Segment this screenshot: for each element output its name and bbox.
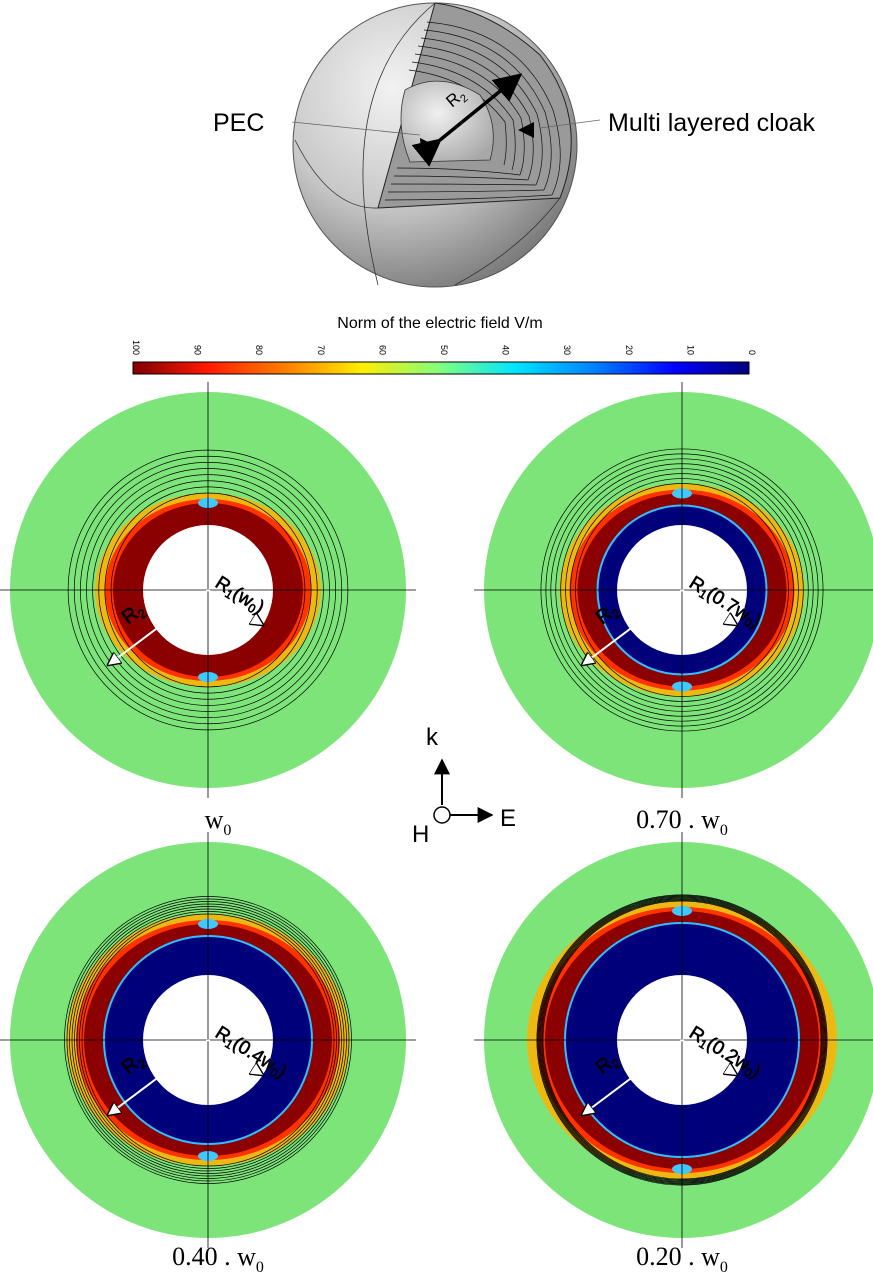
pec-label: PEC xyxy=(213,109,264,137)
panel-caption: w0 xyxy=(205,805,232,839)
colorbar-tick-label: 70 xyxy=(316,345,326,355)
colorbar-title: Norm of the electric field V/m xyxy=(337,315,542,332)
colorbar-tick-label: 60 xyxy=(377,345,387,355)
sphere-illustration: R2 PEC Multi layered cloak xyxy=(213,3,816,287)
colorbar-tick-label: 40 xyxy=(501,345,511,355)
colorbar-tick-label: 80 xyxy=(254,345,264,355)
panel-caption: 0.20 . w0 xyxy=(636,1242,728,1276)
colorbar-tick-label: 90 xyxy=(193,345,203,355)
colorbar-gradient xyxy=(133,362,749,374)
e-label: E xyxy=(500,805,516,832)
colorbar-tick-label: 10 xyxy=(685,345,695,355)
k-label: k xyxy=(426,724,439,751)
h-label: H xyxy=(412,821,429,848)
panel-caption: 0.40 . w0 xyxy=(172,1242,264,1276)
cloak-label: Multi layered cloak xyxy=(608,109,816,137)
colorbar-tick-label: 100 xyxy=(131,340,141,355)
colorbar-tick-label: 0 xyxy=(747,350,757,355)
colorbar-tick-label: 50 xyxy=(439,345,449,355)
colorbar-tick-label: 30 xyxy=(562,345,572,355)
colorbar: Norm of the electric field V/m 100 90 80 70… xyxy=(131,315,757,374)
h-circle xyxy=(434,807,450,823)
colorbar-tick-label: 20 xyxy=(624,345,634,355)
colorbar-ticks: 100 90 80 70 60 50 40 30 20 10 0 xyxy=(131,340,757,355)
axes-indicator: k E H xyxy=(412,724,516,848)
